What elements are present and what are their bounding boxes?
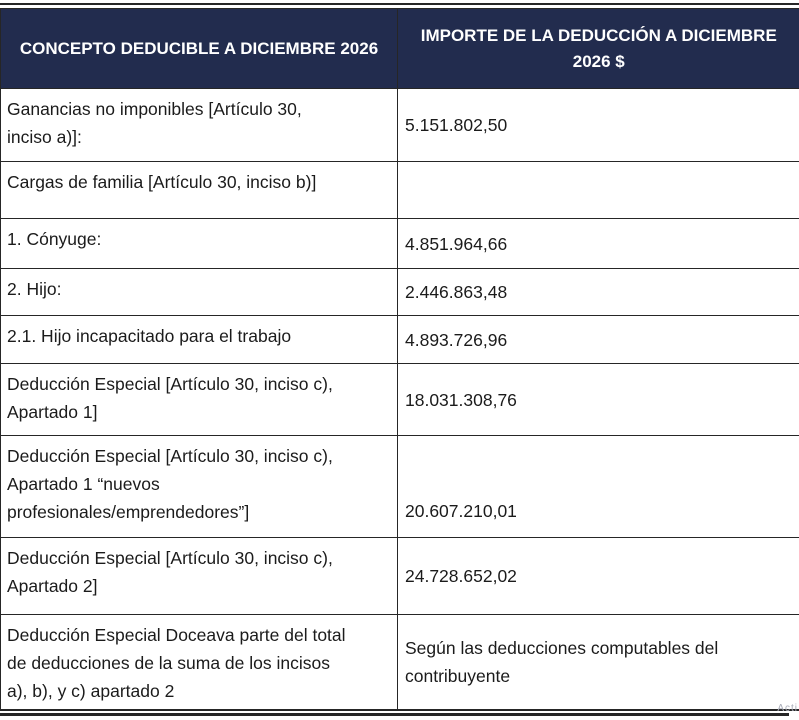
concept-cell: 2. Hijo: [0,268,398,316]
column-header-concepto: CONCEPTO DEDUCIBLE A DICIEMBRE 2026 [0,8,398,89]
concept-cell: Deducción Especial [Artículo 30, inciso … [0,537,398,615]
amount-cell: 4.893.726,96 [397,315,799,364]
table-row: 2. Hijo: 2.446.863,48 [0,268,799,316]
table-row: 1. Cónyuge: 4.851.964,66 [0,218,799,269]
concept-cell: Deducción Especial [Artículo 30, inciso … [0,363,398,436]
table-body: Ganancias no imponibles [Artículo 30, in… [0,88,799,711]
bottom-border-rule [0,713,789,716]
table-row: Deducción Especial [Artículo 30, inciso … [0,537,799,615]
table-row: Deducción Especial Doceava parte del tot… [0,614,799,711]
table-header: CONCEPTO DEDUCIBLE A DICIEMBRE 2026 IMPO… [0,8,799,89]
header-row: CONCEPTO DEDUCIBLE A DICIEMBRE 2026 IMPO… [0,8,799,89]
amount-cell: 20.607.210,01 [397,435,799,538]
column-header-importe: IMPORTE DE LA DEDUCCIÓN A DICIEMBRE 2026… [397,8,799,89]
watermark-fragment: Acti [777,703,798,714]
amount-cell: Según las deducciones computables del co… [397,614,799,711]
table-row: Deducción Especial [Artículo 30, inciso … [0,435,799,538]
concept-cell: Cargas de familia [Artículo 30, inciso b… [0,161,398,219]
top-border-rule [0,3,799,5]
table-row: Deducción Especial [Artículo 30, inciso … [0,363,799,436]
concept-cell: Ganancias no imponibles [Artículo 30, in… [0,88,398,162]
amount-cell: 18.031.308,76 [397,363,799,436]
amount-cell: 24.728.652,02 [397,537,799,615]
concept-cell: Deducción Especial Doceava parte del tot… [0,614,398,711]
table-row: 2.1. Hijo incapacitado para el trabajo 4… [0,315,799,364]
concept-cell: 2.1. Hijo incapacitado para el trabajo [0,315,398,364]
concept-cell: 1. Cónyuge: [0,218,398,269]
amount-cell: 4.851.964,66 [397,218,799,269]
table-row: Cargas de familia [Artículo 30, inciso b… [0,161,799,219]
amount-cell [397,161,799,219]
concept-cell: Deducción Especial [Artículo 30, inciso … [0,435,398,538]
table-row: Ganancias no imponibles [Artículo 30, in… [0,88,799,162]
deduction-table: CONCEPTO DEDUCIBLE A DICIEMBRE 2026 IMPO… [0,8,799,711]
amount-cell: 2.446.863,48 [397,268,799,316]
amount-cell: 5.151.802,50 [397,88,799,162]
